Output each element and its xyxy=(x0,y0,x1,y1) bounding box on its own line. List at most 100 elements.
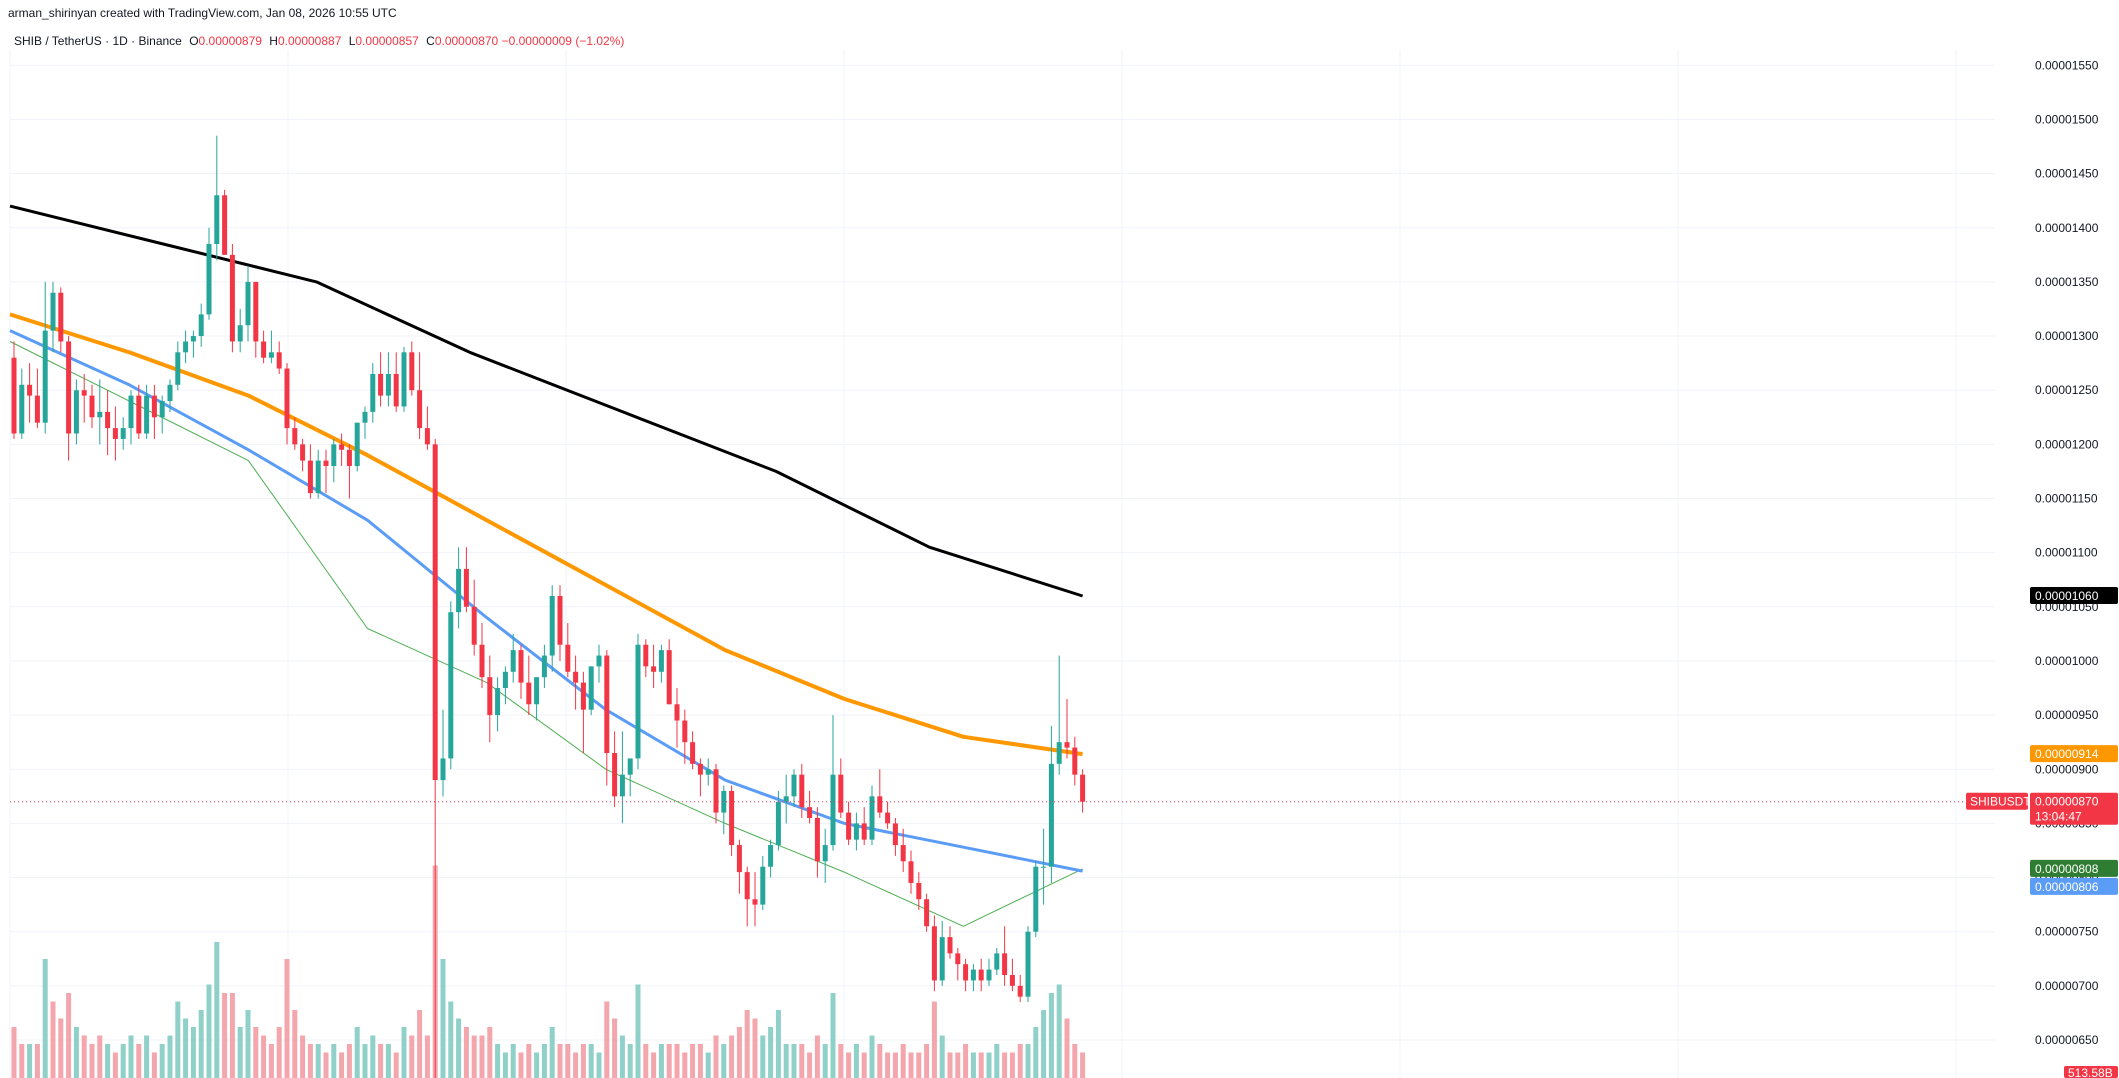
symbol-tag: SHIBUSDT xyxy=(1966,792,2031,810)
candle-body xyxy=(323,460,329,467)
candle-body xyxy=(970,969,976,981)
candle xyxy=(1041,828,1047,905)
candle-body xyxy=(1017,985,1023,997)
candle xyxy=(448,601,454,770)
ma-long-tag-bg xyxy=(2030,586,2118,604)
candle xyxy=(955,947,961,981)
candle xyxy=(541,644,547,689)
price-axis-label: 0.00000750 xyxy=(2035,925,2099,939)
candle-body xyxy=(34,395,40,423)
candle-body xyxy=(1009,975,1015,986)
price-axis-label: 0.00001200 xyxy=(2035,437,2099,451)
legend-low-value: 0.00000857 xyxy=(355,34,419,48)
candle xyxy=(690,731,696,770)
candle-body xyxy=(307,460,313,494)
candle xyxy=(424,406,430,450)
candle-body xyxy=(666,650,672,705)
volume-bar xyxy=(807,1052,813,1078)
candle xyxy=(151,384,157,439)
candle-body xyxy=(721,790,727,813)
volume-bar xyxy=(916,1052,922,1078)
symbol-legend: SHIB / TetherUS · 1D · Binance O0.000008… xyxy=(14,34,624,48)
candle xyxy=(315,449,321,499)
candle xyxy=(682,709,688,764)
volume-bar xyxy=(775,1010,781,1078)
candle-body xyxy=(183,341,189,353)
candle-body xyxy=(354,422,360,467)
volume-bar xyxy=(471,1035,477,1078)
candle xyxy=(760,855,766,911)
candle-body xyxy=(604,655,610,754)
symbol-tag-text: SHIBUSDT xyxy=(1970,795,2031,809)
volume-bar xyxy=(791,1044,797,1078)
candle xyxy=(385,352,391,407)
legend-symbol[interactable]: SHIB / TetherUS · 1D · Binance xyxy=(14,34,182,48)
candle xyxy=(939,920,945,986)
candle-body xyxy=(807,807,813,818)
volume-bar xyxy=(346,1044,352,1078)
candle xyxy=(924,893,930,932)
volume-bar xyxy=(674,1044,680,1078)
candle-body xyxy=(331,444,337,467)
candle xyxy=(1064,698,1070,759)
candle-body xyxy=(900,845,906,862)
candle-body xyxy=(744,872,750,900)
ma-slow-tag-bg xyxy=(2030,745,2118,763)
candle-body xyxy=(448,612,454,759)
volume-tag: 513.58B xyxy=(2064,1066,2118,1078)
candle xyxy=(565,623,571,678)
candle xyxy=(128,390,134,445)
volume-bar xyxy=(339,1052,345,1078)
candle xyxy=(768,839,774,878)
ma-fast-line xyxy=(9,341,1083,927)
price-axis-label: 0.00000650 xyxy=(2035,1033,2099,1047)
volume-bar xyxy=(175,1001,181,1078)
candle-body xyxy=(487,677,493,716)
volume-bar xyxy=(924,1044,930,1078)
candle-body xyxy=(471,606,477,645)
volume-bar xyxy=(1025,1044,1031,1078)
candle xyxy=(978,958,984,992)
candle xyxy=(557,585,563,661)
candle-body xyxy=(768,845,774,867)
volume-bar xyxy=(541,1044,547,1078)
volume-bar xyxy=(1072,1044,1078,1078)
volume-bar xyxy=(908,1052,914,1078)
candle-body xyxy=(409,352,415,391)
candle-body xyxy=(401,352,407,407)
candle-body xyxy=(557,595,563,645)
legend-high-label: H xyxy=(269,34,278,48)
volume-bars xyxy=(11,865,1086,1078)
candle xyxy=(34,368,40,429)
volume-bar xyxy=(1041,1010,1047,1078)
volume-bar xyxy=(27,1044,33,1078)
candle xyxy=(713,763,719,824)
legend-close-label: C xyxy=(426,34,435,48)
candle xyxy=(495,677,501,732)
price-axis[interactable]: 0.00001550 0.00001500 0.00001450 0.00001400… xyxy=(2035,58,2099,1047)
candle-body xyxy=(1048,763,1054,867)
candle xyxy=(877,769,883,818)
price-axis-label: 0.00001350 xyxy=(2035,275,2099,289)
volume-bar xyxy=(1048,993,1054,1078)
candle xyxy=(744,866,750,927)
candle-body xyxy=(206,243,212,315)
candle-body xyxy=(495,688,501,716)
candle-body xyxy=(596,655,602,667)
ma-long-line xyxy=(9,204,1084,598)
volume-bar xyxy=(362,1044,368,1078)
volume-bar xyxy=(510,1044,516,1078)
volume-bar xyxy=(682,1052,688,1078)
candle xyxy=(573,655,579,710)
candle-body xyxy=(284,368,290,429)
candle-body xyxy=(713,769,719,813)
candle-body xyxy=(261,341,267,358)
volume-bar xyxy=(81,1035,87,1078)
volume-bar xyxy=(838,1044,844,1078)
candle xyxy=(908,850,914,894)
candle xyxy=(526,655,532,716)
volume-bar xyxy=(1009,1052,1015,1078)
volume-bar xyxy=(276,1027,282,1078)
volume-bar xyxy=(97,1035,103,1078)
